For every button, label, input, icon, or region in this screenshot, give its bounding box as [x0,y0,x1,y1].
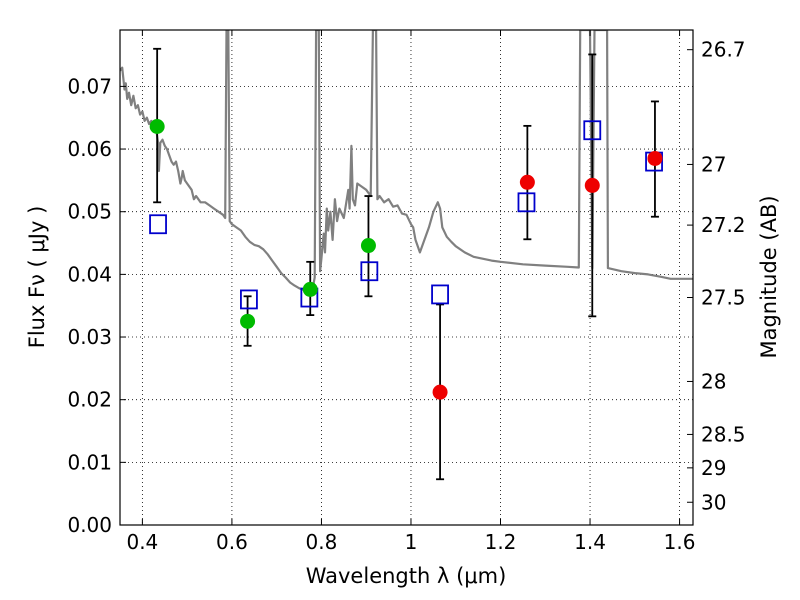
mag-tick-label: 29 [701,456,726,480]
green-observed-point [302,281,318,297]
y-axis-title: Flux Fν ( μJy ) [25,206,49,349]
x-axis-title: Wavelength λ (μm) [306,564,507,588]
green-observed-point [149,118,165,134]
red-observed-point [647,150,663,166]
x-tick-label: 1 [405,530,418,554]
plot-frame [119,29,694,526]
model-flux-square [431,284,449,305]
red-observed-point [432,384,448,400]
y-tick-label: 0.06 [67,137,112,161]
grid [120,30,693,526]
x-tick-label: 1.4 [574,530,606,554]
model-flux-square [517,192,536,213]
data-layer [120,30,693,481]
mag-tick-label: 28.5 [701,422,746,446]
model-flux-square [583,120,602,141]
x-tick-label: 1.2 [485,530,517,554]
y-axis-right-title: Magnitude (AB) [757,195,781,358]
y-tick-label: 0.07 [67,74,112,98]
green-observed-point [240,313,256,329]
mag-tick-label: 27 [701,152,726,176]
x-tick-label: 1.6 [664,530,696,554]
mag-tick-label: 27.5 [701,286,746,310]
mag-tick-label: 27.2 [701,213,746,237]
x-tick-label: 0.4 [126,530,158,554]
y-tick-label: 0.05 [67,200,112,224]
model-flux-square [360,261,379,282]
red-observed-point [519,174,535,190]
model-spectrum-line [120,30,693,293]
axes: 0.4 0.6 0.8 1 1.2 1.4 1.6 0.00 0.01 0.02 0.03 0.04 0… [67,30,746,554]
mag-tick-label: 30 [701,490,726,514]
plot-background [120,30,693,525]
model-flux-square [149,214,167,235]
mag-tick-label: 26.7 [701,38,746,62]
x-tick-label: 0.6 [216,530,248,554]
mag-tick-label: 28 [701,369,726,393]
y-tick-label: 0.01 [67,450,112,474]
y-tick-label: 0.02 [67,388,112,412]
red-observed-point [584,177,600,193]
y-tick-label: 0.03 [67,325,112,349]
green-observed-point [360,238,376,254]
x-tick-label: 0.8 [306,530,338,554]
y-tick-label: 0.00 [67,513,112,537]
model-flux-square [240,289,258,310]
y-tick-label: 0.04 [67,262,112,286]
